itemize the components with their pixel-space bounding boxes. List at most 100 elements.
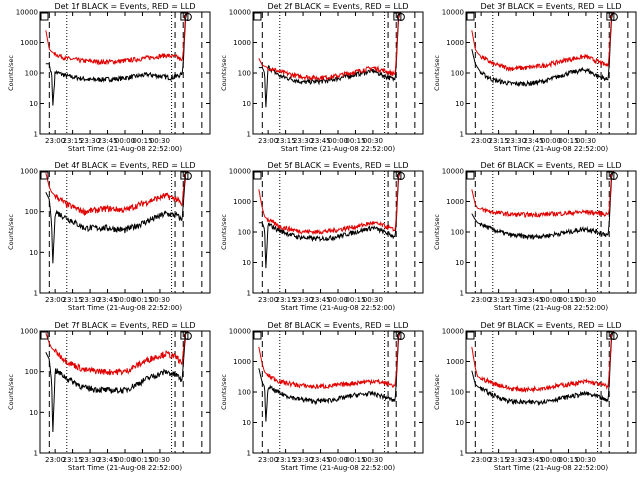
x-axis-label: Start Time (21-Aug-08 22:52:00)	[68, 464, 182, 472]
y-tick-label: 1	[34, 131, 38, 139]
y-tick-label: 1000	[233, 198, 251, 206]
series-lld	[45, 170, 188, 217]
square-marker	[253, 12, 262, 21]
square-marker	[606, 331, 615, 340]
series-lld	[258, 170, 401, 236]
x-tick-label: 23:45	[523, 296, 543, 304]
y-tick-label: 1	[460, 450, 464, 458]
y-tick-label: 10	[29, 409, 38, 417]
y-axis-label: Counts/sec	[220, 55, 228, 91]
x-tick-label: 00:00	[115, 137, 135, 145]
x-tick-label: 23:45	[310, 456, 330, 464]
series-lld	[471, 11, 614, 73]
x-axis-label: Start Time (21-Aug-08 22:52:00)	[68, 145, 182, 153]
square-marker	[40, 331, 49, 340]
panel-title: Det 8f BLACK = Events, RED = LLD	[267, 321, 408, 330]
x-axis-label: Start Time (21-Aug-08 22:52:00)	[494, 304, 608, 312]
square-marker	[466, 12, 475, 21]
x-tick-label: 00:30	[150, 296, 170, 304]
x-tick-label: 23:15	[63, 137, 83, 145]
y-axis-label: Counts/sec	[220, 374, 228, 410]
x-tick-label: 23:30	[293, 137, 313, 145]
x-tick-label: 23:00	[45, 456, 65, 464]
x-tick-label: 00:15	[132, 456, 152, 464]
circle-marker	[609, 332, 618, 340]
y-tick-label: 100	[25, 70, 38, 78]
x-tick-label: 00:15	[558, 296, 578, 304]
x-tick-label: 23:30	[80, 137, 100, 145]
y-axis-label: Counts/sec	[220, 214, 228, 250]
x-tick-label: 00:00	[115, 296, 135, 304]
circle-marker	[183, 172, 192, 180]
x-tick-label: 23:15	[489, 137, 509, 145]
panel-title: Det 3f BLACK = Events, RED = LLD	[480, 2, 621, 11]
x-tick-label: 00:30	[363, 456, 383, 464]
x-tick-label: 23:45	[310, 137, 330, 145]
panel-2: Det 2f BLACK = Events, RED = LLD 1 10 100 10…	[220, 2, 424, 153]
x-tick-label: 23:45	[523, 137, 543, 145]
square-marker	[606, 12, 615, 21]
series-lld	[258, 330, 401, 390]
panel-3: Det 3f BLACK = Events, RED = LLD 1 10 100 10…	[433, 2, 637, 153]
square-marker	[393, 171, 402, 180]
circle-marker	[396, 172, 405, 180]
y-tick-label: 1	[460, 290, 464, 298]
x-tick-label: 00:00	[115, 456, 135, 464]
x-tick-label: 00:30	[363, 137, 383, 145]
x-tick-label: 00:15	[132, 137, 152, 145]
x-axis-label: Start Time (21-Aug-08 22:52:00)	[281, 304, 395, 312]
series-lld	[471, 330, 614, 394]
square-marker	[180, 331, 189, 340]
circle-marker	[183, 13, 192, 21]
y-tick-label: 100	[451, 389, 464, 397]
y-axis-label: Counts/sec	[7, 374, 15, 410]
x-tick-label: 23:30	[506, 137, 526, 145]
y-tick-label: 10000	[16, 9, 38, 17]
x-tick-label: 23:45	[97, 137, 117, 145]
y-tick-label: 1000	[20, 328, 38, 336]
series-events	[45, 330, 188, 433]
circle-marker	[609, 13, 618, 21]
y-tick-label: 100	[451, 229, 464, 237]
panel-7: Det 7f BLACK = Events, RED = LLD 1 10 100 10…	[7, 321, 211, 472]
y-axis-label: Counts/sec	[7, 55, 15, 91]
series-events	[258, 332, 401, 422]
y-axis-label: Counts/sec	[7, 214, 15, 250]
panel-9: Det 9f BLACK = Events, RED = LLD 1 10 100 10…	[433, 321, 637, 472]
x-tick-label: 00:15	[558, 456, 578, 464]
x-tick-label: 23:15	[276, 456, 296, 464]
panel-title: Det 9f BLACK = Events, RED = LLD	[480, 321, 621, 330]
x-axis-label: Start Time (21-Aug-08 22:52:00)	[68, 304, 182, 312]
x-tick-label: 00:15	[345, 137, 365, 145]
square-marker	[393, 12, 402, 21]
square-marker	[40, 12, 49, 21]
square-marker	[180, 12, 189, 21]
x-tick-label: 23:45	[97, 456, 117, 464]
panel-title: Det 7f BLACK = Events, RED = LLD	[54, 321, 195, 330]
y-tick-label: 10000	[442, 9, 464, 17]
y-axis-label: Counts/sec	[433, 55, 441, 91]
y-tick-label: 1000	[446, 39, 464, 47]
y-tick-label: 10	[455, 419, 464, 427]
panel-title: Det 4f BLACK = Events, RED = LLD	[54, 161, 195, 170]
square-marker	[40, 171, 49, 180]
y-tick-label: 1000	[20, 39, 38, 47]
y-tick-label: 1000	[20, 168, 38, 176]
x-tick-label: 23:00	[258, 456, 278, 464]
x-tick-label: 00:30	[576, 456, 596, 464]
y-tick-label: 10	[29, 100, 38, 108]
x-tick-label: 00:30	[150, 456, 170, 464]
y-tick-label: 1000	[446, 358, 464, 366]
x-tick-label: 00:30	[363, 296, 383, 304]
x-tick-label: 23:15	[276, 137, 296, 145]
y-tick-label: 10000	[229, 328, 251, 336]
y-tick-label: 10000	[229, 168, 251, 176]
circle-marker	[609, 172, 618, 180]
square-marker	[466, 171, 475, 180]
y-tick-label: 1	[460, 131, 464, 139]
x-tick-label: 23:30	[506, 296, 526, 304]
x-tick-label: 00:30	[150, 137, 170, 145]
y-tick-label: 10	[242, 100, 251, 108]
x-tick-label: 00:00	[328, 456, 348, 464]
series-events	[471, 332, 614, 407]
